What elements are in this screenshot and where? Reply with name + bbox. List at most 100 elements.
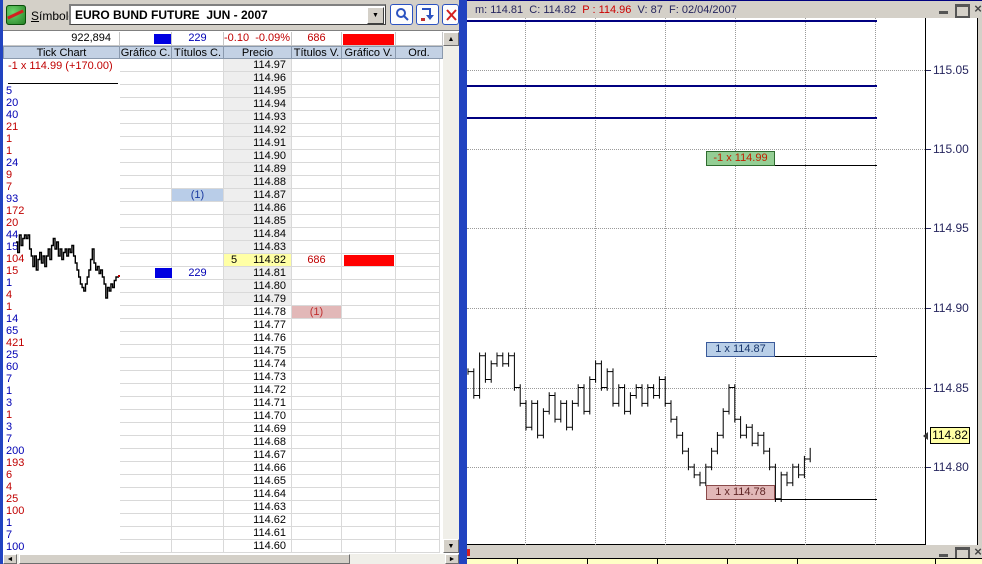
ladder-cell-ord[interactable] — [396, 163, 440, 176]
ladder-cell-grafico-c[interactable] — [120, 514, 172, 527]
ladder-cell-titulos-v[interactable] — [292, 488, 342, 501]
ladder-cell-titulos-v[interactable] — [292, 267, 342, 280]
ladder-cell-ord[interactable] — [396, 514, 440, 527]
ladder-cell-precio[interactable]: 114.70 — [224, 410, 292, 423]
ladder-cell-precio[interactable]: 114.94 — [224, 98, 292, 111]
ladder-cell-titulos-c[interactable]: 229 — [172, 267, 224, 280]
ladder-cell-grafico-c[interactable] — [120, 228, 172, 241]
ladder-cell-ord[interactable] — [396, 111, 440, 124]
ladder-cell-titulos-c[interactable] — [172, 150, 224, 163]
ladder-cell-precio[interactable]: 114.73 — [224, 371, 292, 384]
ladder-cell-precio[interactable]: 114.84 — [224, 228, 292, 241]
ladder-cell-precio[interactable]: 114.93 — [224, 111, 292, 124]
ladder-cell-grafico-c[interactable] — [120, 163, 172, 176]
order-level-label[interactable]: -1 x 114.99 — [706, 151, 775, 166]
ladder-cell-grafico-c[interactable] — [120, 215, 172, 228]
ladder-cell-titulos-c[interactable] — [172, 475, 224, 488]
ladder-cell-titulos-c[interactable] — [172, 540, 224, 553]
ladder-cell-grafico-v[interactable] — [342, 436, 396, 449]
ladder-cell-ord[interactable] — [396, 410, 440, 423]
ladder-cell-ord[interactable] — [396, 189, 440, 202]
ladder-cell-precio[interactable]: 114.86 — [224, 202, 292, 215]
ladder-cell-titulos-c[interactable] — [172, 319, 224, 332]
ladder-cell-ord[interactable] — [396, 150, 440, 163]
ladder-cell-titulos-v[interactable] — [292, 410, 342, 423]
ladder-cell-titulos-c[interactable] — [172, 111, 224, 124]
ladder-cell-ord[interactable] — [396, 475, 440, 488]
ladder-cell-ord[interactable] — [396, 176, 440, 189]
ladder-cell-grafico-c[interactable] — [120, 98, 172, 111]
ladder-cell-grafico-v[interactable] — [342, 384, 396, 397]
ladder-cell-ord[interactable] — [396, 98, 440, 111]
ladder-cell-ord[interactable] — [396, 501, 440, 514]
ladder-cell-grafico-v[interactable] — [342, 72, 396, 85]
ladder-cell-grafico-v[interactable] — [342, 111, 396, 124]
ladder-cell-precio[interactable]: 114.69 — [224, 423, 292, 436]
ladder-cell-titulos-v[interactable] — [292, 332, 342, 345]
ladder-cell-titulos-c[interactable] — [172, 59, 224, 72]
ladder-cell-ord[interactable] — [396, 124, 440, 137]
ladder-cell-grafico-c[interactable] — [120, 59, 172, 72]
close-icon[interactable]: × — [974, 1, 982, 16]
ladder-cell-titulos-v[interactable] — [292, 72, 342, 85]
ladder-cell-ord[interactable] — [396, 59, 440, 72]
ladder-cell-titulos-v[interactable] — [292, 163, 342, 176]
ladder-cell-grafico-v[interactable] — [342, 267, 396, 280]
symbol-combobox[interactable]: EURO BUND FUTURE JUN - 2007 ▼ — [69, 4, 386, 25]
ladder-cell-grafico-v[interactable] — [342, 527, 396, 540]
ladder-cell-titulos-v[interactable] — [292, 85, 342, 98]
ladder-cell-grafico-c[interactable] — [120, 202, 172, 215]
ladder-cell-precio[interactable]: 114.75 — [224, 345, 292, 358]
ladder-cell-grafico-v[interactable] — [342, 176, 396, 189]
ladder-cell-grafico-c[interactable] — [120, 410, 172, 423]
ladder-cell-titulos-v[interactable] — [292, 137, 342, 150]
ladder-cell-grafico-v[interactable] — [342, 98, 396, 111]
ladder-cell-titulos-c[interactable] — [172, 501, 224, 514]
ladder-cell-titulos-c[interactable] — [172, 85, 224, 98]
ladder-cell-precio[interactable]: 114.97 — [224, 59, 292, 72]
ladder-cell-grafico-c[interactable] — [120, 527, 172, 540]
ladder-cell-grafico-c[interactable] — [120, 488, 172, 501]
ladder-cell-grafico-c[interactable] — [120, 150, 172, 163]
ladder-cell-precio[interactable]: 114.79 — [224, 293, 292, 306]
ladder-cell-grafico-c[interactable] — [120, 345, 172, 358]
ladder-cell-grafico-v[interactable] — [342, 449, 396, 462]
ladder-cell-precio[interactable]: 114.67 — [224, 449, 292, 462]
ladder-cell-precio[interactable]: 114.89 — [224, 163, 292, 176]
ladder-cell-ord[interactable] — [396, 332, 440, 345]
scroll-down-button[interactable]: ▼ — [443, 539, 459, 553]
maximize-icon[interactable] — [955, 4, 970, 18]
ladder-cell-grafico-v[interactable] — [342, 462, 396, 475]
ladder-cell-ord[interactable] — [396, 436, 440, 449]
ladder-cell-ord[interactable] — [396, 85, 440, 98]
ladder-cell-grafico-v[interactable] — [342, 410, 396, 423]
ladder-cell-titulos-v[interactable] — [292, 436, 342, 449]
ladder-cell-titulos-c[interactable] — [172, 397, 224, 410]
ladder-cell-grafico-c[interactable] — [120, 111, 172, 124]
ladder-cell-grafico-c[interactable] — [120, 189, 172, 202]
ladder-cell-titulos-c[interactable] — [172, 202, 224, 215]
ladder-cell-grafico-v[interactable] — [342, 202, 396, 215]
ladder-cell-titulos-c[interactable] — [172, 254, 224, 267]
ladder-cell-titulos-c[interactable] — [172, 449, 224, 462]
ladder-cell-grafico-v[interactable] — [342, 228, 396, 241]
ladder-cell-titulos-v[interactable] — [292, 111, 342, 124]
ladder-cell-precio[interactable]: 114.66 — [224, 462, 292, 475]
ladder-cell-titulos-c[interactable] — [172, 462, 224, 475]
ladder-cell-titulos-v[interactable] — [292, 124, 342, 137]
order-level-label[interactable]: 1 x 114.78 — [706, 485, 775, 500]
ladder-cell-grafico-c[interactable] — [120, 124, 172, 137]
ladder-cell-titulos-v[interactable] — [292, 358, 342, 371]
ladder-cell-grafico-c[interactable] — [120, 293, 172, 306]
ladder-cell-titulos-v[interactable] — [292, 462, 342, 475]
ladder-cell-grafico-v[interactable] — [342, 358, 396, 371]
horizontal-scrollbar-thumb[interactable] — [19, 554, 350, 564]
ladder-cell-ord[interactable] — [396, 423, 440, 436]
ladder-cell-precio[interactable]: 114.92 — [224, 124, 292, 137]
ladder-cell-titulos-v[interactable] — [292, 176, 342, 189]
ladder-cell-titulos-v[interactable] — [292, 384, 342, 397]
ladder-cell-titulos-v[interactable] — [292, 215, 342, 228]
ladder-cell-grafico-c[interactable] — [120, 371, 172, 384]
ladder-cell-titulos-v[interactable]: 686 — [292, 254, 342, 267]
ladder-cell-grafico-v[interactable] — [342, 319, 396, 332]
